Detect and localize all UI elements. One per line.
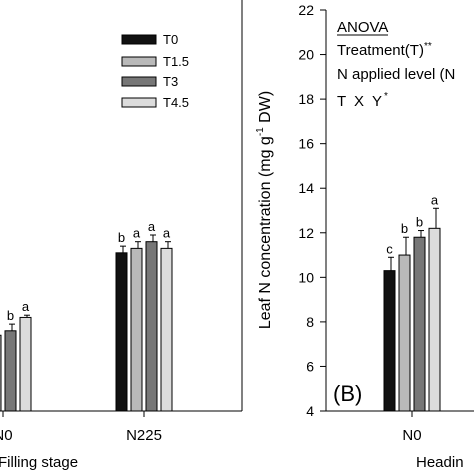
panel-a-x-label: Filling stage <box>0 454 78 471</box>
y-tick-label-20: 20 <box>298 47 314 63</box>
x-tick-label-a-0: N0 <box>0 427 13 444</box>
y-tick-label-16: 16 <box>298 136 314 152</box>
anova-line-3: T X Y* <box>337 91 390 110</box>
y-tick-label-18: 18 <box>298 91 314 107</box>
y-tick-label-4: 4 <box>306 403 314 419</box>
legend-label-t15: T1.5 <box>163 54 189 69</box>
significance-letter-a-1-3: a <box>163 226 171 241</box>
anova-line-1: Treatment(T)** <box>337 41 432 59</box>
panel-a-bars: cbbabaaa <box>0 219 173 412</box>
panel-b-x-ticks: N0 <box>402 411 422 444</box>
bar-b-n0-1 <box>398 254 411 412</box>
anova-title: ANOVA <box>337 19 388 36</box>
bar-a-n225-3 <box>160 247 173 412</box>
panel-b-label: (B) <box>333 381 362 406</box>
bar-a-n225-2 <box>145 241 158 412</box>
panel-b-bars: cb ba <box>383 192 441 412</box>
bar-a-n0-3 <box>19 316 32 412</box>
legend-swatch-t15 <box>121 56 157 67</box>
legend-label-t45: T4.5 <box>163 95 189 110</box>
panel-b-y-label: Leaf N concentration (mg g-1 DW) <box>255 91 274 329</box>
y-tick-label-6: 6 <box>306 358 314 374</box>
significance-letter-b-0-2: b <box>416 215 423 230</box>
legend-swatch-t0 <box>121 34 157 45</box>
legend-swatch-t3 <box>121 76 157 87</box>
significance-letter-b-0-1: b <box>401 221 408 236</box>
anova-box: ANOVA Treatment(T)** N applied level (N … <box>337 19 455 110</box>
y-tick-label-14: 14 <box>298 180 314 196</box>
legend-label-t3: T3 <box>163 74 178 89</box>
bar-a-n225-1 <box>130 247 143 412</box>
significance-letter-a-0-2: b <box>7 308 14 323</box>
significance-letter-a-1-2: a <box>148 219 156 234</box>
legend-label-t0: T0 <box>163 32 178 47</box>
significance-letter-a-1-0: b <box>118 230 125 245</box>
panel-a-x-ticks: N0 N225 <box>0 411 162 444</box>
significance-letter-a-0-3: a <box>22 299 30 314</box>
y-tick-label-10: 10 <box>298 269 314 285</box>
y-tick-label-8: 8 <box>306 314 314 330</box>
legend-swatch-t45 <box>121 97 157 108</box>
bar-b-n0-2 <box>413 236 426 412</box>
y-tick-label-22: 22 <box>298 2 314 18</box>
bar-a-n225-0 <box>115 252 128 412</box>
significance-letter-b-0-0: c <box>386 241 393 256</box>
panel-b-y-ticks: 4 6 8 10 12 14 16 18 20 22 <box>298 2 326 419</box>
bar-a-n0-2 <box>4 330 17 412</box>
panel-a: cbbabaaa N0N225 Filling stage T0 T1.5 T3… <box>0 0 243 471</box>
panel-b-x-label: Headin <box>416 454 464 471</box>
bar-a-n0-1 <box>0 334 2 412</box>
y-tick-label-12: 12 <box>298 225 314 241</box>
legend: T0 T1.5 T3 T4.5 <box>121 32 189 110</box>
bar-b-n0-0 <box>383 270 396 412</box>
bar-b-n0-3 <box>428 227 441 412</box>
significance-letter-b-0-3: a <box>431 192 439 207</box>
x-tick-label-b-0: N0 <box>402 427 421 444</box>
x-tick-label-a-1: N225 <box>126 427 162 444</box>
significance-letter-a-1-1: a <box>133 226 141 241</box>
anova-line-2: N applied level (N <box>337 66 455 83</box>
